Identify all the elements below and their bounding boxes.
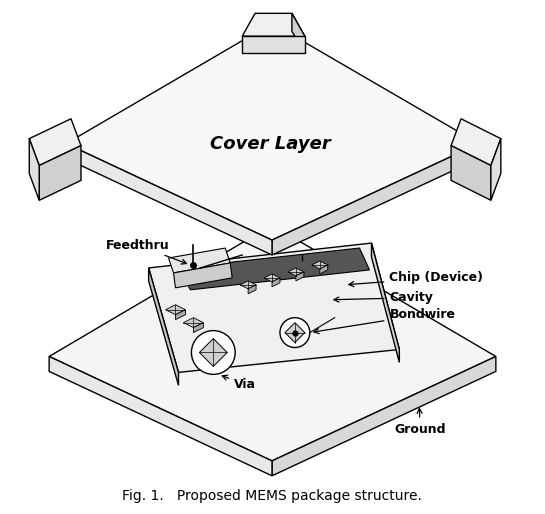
Polygon shape: [451, 119, 501, 166]
Text: Cover Layer: Cover Layer: [210, 135, 330, 153]
Polygon shape: [296, 272, 304, 281]
Polygon shape: [451, 145, 491, 200]
Polygon shape: [49, 357, 272, 476]
Polygon shape: [199, 339, 227, 366]
Polygon shape: [242, 13, 305, 36]
Polygon shape: [66, 23, 479, 240]
Text: Ground: Ground: [395, 408, 446, 435]
Polygon shape: [292, 13, 305, 53]
Text: Cavity: Cavity: [334, 291, 433, 304]
Polygon shape: [320, 265, 328, 274]
Polygon shape: [149, 268, 178, 386]
Text: Fig. 1.   Proposed MEMS package structure.: Fig. 1. Proposed MEMS package structure.: [122, 489, 422, 503]
Polygon shape: [168, 248, 230, 273]
Circle shape: [191, 331, 235, 374]
Polygon shape: [272, 278, 280, 287]
Circle shape: [280, 318, 310, 347]
Polygon shape: [202, 333, 222, 342]
Polygon shape: [149, 243, 399, 372]
Polygon shape: [213, 338, 222, 347]
Polygon shape: [178, 248, 370, 290]
Polygon shape: [49, 225, 496, 461]
Polygon shape: [248, 285, 256, 294]
Polygon shape: [272, 143, 479, 255]
Polygon shape: [312, 261, 328, 269]
Text: Feedthru: Feedthru: [106, 238, 186, 264]
Polygon shape: [39, 145, 81, 200]
Polygon shape: [184, 318, 203, 327]
Polygon shape: [173, 263, 232, 288]
Polygon shape: [372, 243, 399, 362]
Polygon shape: [491, 139, 501, 200]
Text: Chip (Device): Chip (Device): [349, 271, 483, 287]
Polygon shape: [285, 323, 305, 342]
Polygon shape: [242, 36, 305, 53]
Polygon shape: [240, 281, 256, 289]
Polygon shape: [29, 139, 39, 200]
Polygon shape: [66, 143, 272, 255]
Polygon shape: [288, 268, 304, 276]
Polygon shape: [175, 310, 185, 320]
Polygon shape: [193, 323, 203, 333]
Polygon shape: [272, 357, 496, 476]
Text: Via: Via: [222, 375, 256, 391]
Polygon shape: [29, 119, 81, 166]
Text: Bondwire: Bondwire: [314, 308, 456, 334]
Polygon shape: [166, 305, 185, 315]
Polygon shape: [264, 274, 280, 282]
